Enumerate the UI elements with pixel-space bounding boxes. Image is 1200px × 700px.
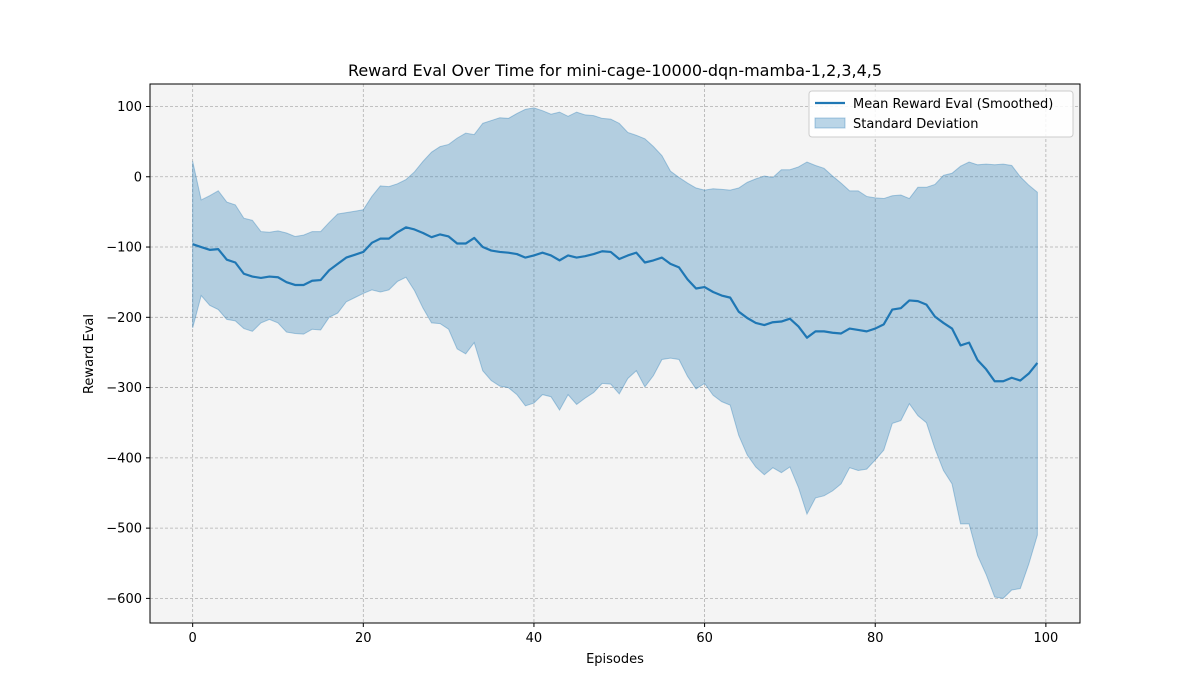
y-axis-ticks: 100 0 −100 −200 −300 −400 −500 −600: [106, 100, 150, 607]
x-axis-ticks: 0 20 40 60 80 100: [189, 623, 1058, 646]
x-tick-label-0: 0: [189, 631, 197, 646]
plot-area: [150, 84, 1080, 623]
y-tick-label-0: 100: [117, 100, 142, 115]
chart-title: Reward Eval Over Time for mini-cage-1000…: [348, 61, 882, 80]
x-tick-label-4: 80: [867, 631, 884, 646]
legend-label-mean: Mean Reward Eval (Smoothed): [853, 97, 1053, 112]
y-axis-label: Reward Eval: [82, 314, 97, 394]
x-tick-label-5: 100: [1033, 631, 1058, 646]
x-axis-label: Episodes: [586, 652, 644, 667]
x-tick-label-2: 40: [526, 631, 543, 646]
legend-box: [808, 90, 1074, 138]
legend-band-swatch: [814, 117, 846, 129]
legend-label-std: Standard Deviation: [853, 117, 978, 132]
plot-frame: [149, 83, 1081, 624]
x-tick-label-3: 60: [696, 631, 713, 646]
grid-lines: [150, 84, 1080, 623]
y-tick-label-3: −200: [106, 311, 142, 326]
y-tick-label-2: −100: [106, 241, 142, 256]
y-tick-label-7: −600: [106, 592, 142, 607]
x-tick-label-1: 20: [355, 631, 372, 646]
legend: Mean Reward Eval (Smoothed) Standard Dev…: [808, 90, 1074, 138]
y-tick-label-1: 0: [134, 170, 142, 185]
y-tick-label-5: −400: [106, 451, 142, 466]
mean-reward-line: [192, 226, 1039, 383]
y-tick-label-6: −500: [106, 522, 142, 537]
std-deviation-band: [192, 107, 1038, 599]
y-tick-label-4: −300: [106, 381, 142, 396]
